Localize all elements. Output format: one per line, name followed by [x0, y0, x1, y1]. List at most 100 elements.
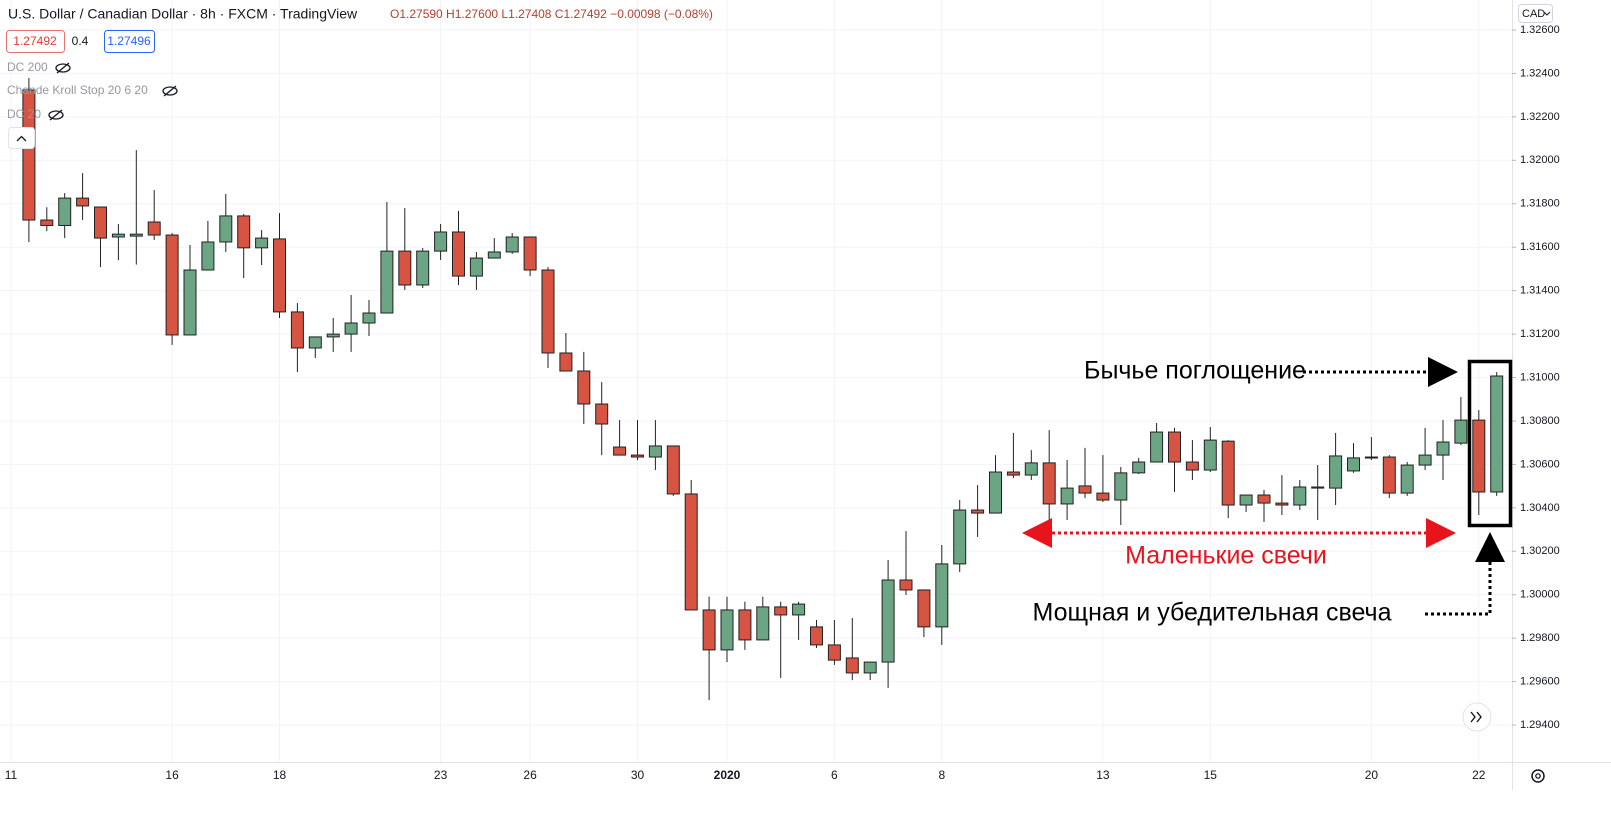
- candle-body: [559, 352, 573, 372]
- y-tick-label: 1.30200: [1520, 545, 1560, 557]
- candle-body: [792, 603, 806, 616]
- x-tick-label: 15: [1204, 768, 1218, 782]
- x-tick-label: 20: [1365, 768, 1379, 782]
- candle-body: [1454, 419, 1468, 444]
- candle-body: [1024, 462, 1038, 476]
- candle-body: [1257, 494, 1271, 504]
- grid: [0, 0, 1512, 762]
- candle-body: [1114, 472, 1128, 501]
- candle-body: [398, 250, 412, 286]
- annotations: Бычье поглощение Маленькие свечи Мощная …: [1022, 357, 1513, 627]
- collapse-button[interactable]: [8, 127, 35, 149]
- candle-body: [1347, 457, 1360, 472]
- candle-body: [1168, 431, 1181, 463]
- gear-hub: [1535, 773, 1541, 779]
- scroll-icon: [1470, 711, 1482, 723]
- candle-body: [702, 609, 716, 651]
- candle-body: [1221, 440, 1235, 506]
- candle-body: [183, 269, 197, 336]
- candle-body: [129, 233, 143, 237]
- candle-body: [326, 333, 340, 338]
- y-tick-label: 1.32600: [1520, 24, 1560, 36]
- x-tick-label: 18: [273, 768, 287, 782]
- ask-price: 1.27496: [107, 34, 151, 48]
- candle-body: [899, 579, 913, 591]
- settings-button[interactable]: [1531, 769, 1545, 783]
- x-tick-label: 22: [1472, 768, 1486, 782]
- collapse-icon: [16, 135, 27, 142]
- candle-body: [40, 219, 54, 226]
- y-tick-label: 1.30800: [1520, 415, 1560, 427]
- candle-body: [58, 197, 72, 226]
- y-tick-label: 1.31800: [1520, 198, 1560, 210]
- x-tick-label: 11: [5, 768, 18, 782]
- candle-body: [1096, 492, 1110, 501]
- candle-body: [1436, 441, 1450, 456]
- candle-body: [380, 250, 394, 314]
- candle-body: [94, 206, 107, 239]
- currency-caret: [1543, 11, 1551, 16]
- candle-body: [147, 221, 161, 236]
- candle-body: [1364, 456, 1378, 459]
- candle-body: [613, 446, 627, 456]
- highlight-box: [1467, 359, 1513, 528]
- candles: [22, 77, 1504, 701]
- ask-badge: [104, 30, 155, 53]
- hidden-icon[interactable]: [55, 62, 71, 74]
- candle-body: [917, 589, 931, 628]
- candle-body: [308, 336, 322, 349]
- x-tick-label: 26: [523, 768, 537, 782]
- y-tick-label: 1.32000: [1520, 154, 1560, 166]
- x-tick-label: 8: [938, 768, 945, 782]
- candle-body: [953, 509, 967, 565]
- candle-body: [344, 322, 358, 335]
- hidden-icon[interactable]: [162, 85, 178, 97]
- candle-body: [523, 236, 537, 271]
- x-tick-label: 6: [831, 768, 838, 782]
- candle-body: [666, 445, 680, 495]
- candle-body: [1239, 494, 1253, 506]
- candle-body: [1382, 456, 1396, 494]
- candle-body: [434, 231, 448, 252]
- axes: 1.29400 1.29600 1.29800 1.30000 1.30200 1.304…: [5, 24, 1560, 782]
- candle-body: [971, 509, 985, 514]
- candle-body: [111, 233, 125, 238]
- candle-body: [881, 579, 895, 663]
- hidden-icon[interactable]: [48, 109, 64, 121]
- candle-body: [1078, 485, 1092, 494]
- candle-body: [1185, 461, 1199, 471]
- candle-body: [201, 241, 215, 271]
- candle-body: [416, 250, 430, 286]
- candle-body: [452, 231, 465, 277]
- candle-body: [165, 234, 179, 336]
- candle-body: [273, 238, 286, 313]
- y-tick-label: 1.30400: [1520, 502, 1560, 514]
- candle-body: [989, 471, 1002, 514]
- candle-body: [577, 370, 591, 405]
- x-tick-label: 30: [631, 768, 645, 782]
- scroll-to-end-button[interactable]: [1462, 702, 1492, 732]
- x-tick-label: 16: [165, 768, 179, 782]
- candle-body: [774, 606, 788, 616]
- annotation-arrow: [1425, 532, 1505, 616]
- candle-body: [469, 257, 483, 277]
- candle-body: [1132, 461, 1146, 474]
- y-tick-label: 1.29600: [1520, 676, 1560, 688]
- indicator-label: DC 20: [7, 107, 41, 121]
- candle-body: [1311, 486, 1325, 489]
- candle-body: [631, 454, 644, 458]
- bid-badge: [6, 30, 65, 53]
- gear: [1531, 769, 1545, 783]
- y-tick-label: 1.29400: [1520, 719, 1560, 731]
- y-tick-label: 1.29800: [1520, 632, 1560, 644]
- y-tick-label: 1.31600: [1520, 241, 1560, 253]
- symbol-title: U.S. Dollar / Canadian Dollar · 8h · FXC…: [8, 6, 358, 22]
- annotation-text: Маленькие свечи: [1125, 542, 1327, 570]
- candle-body: [756, 606, 770, 641]
- currency-button[interactable]: [1518, 4, 1553, 23]
- indicator-label: DC 200: [7, 60, 48, 74]
- y-tick-label: 1.30600: [1520, 458, 1560, 470]
- candle-body: [255, 237, 269, 249]
